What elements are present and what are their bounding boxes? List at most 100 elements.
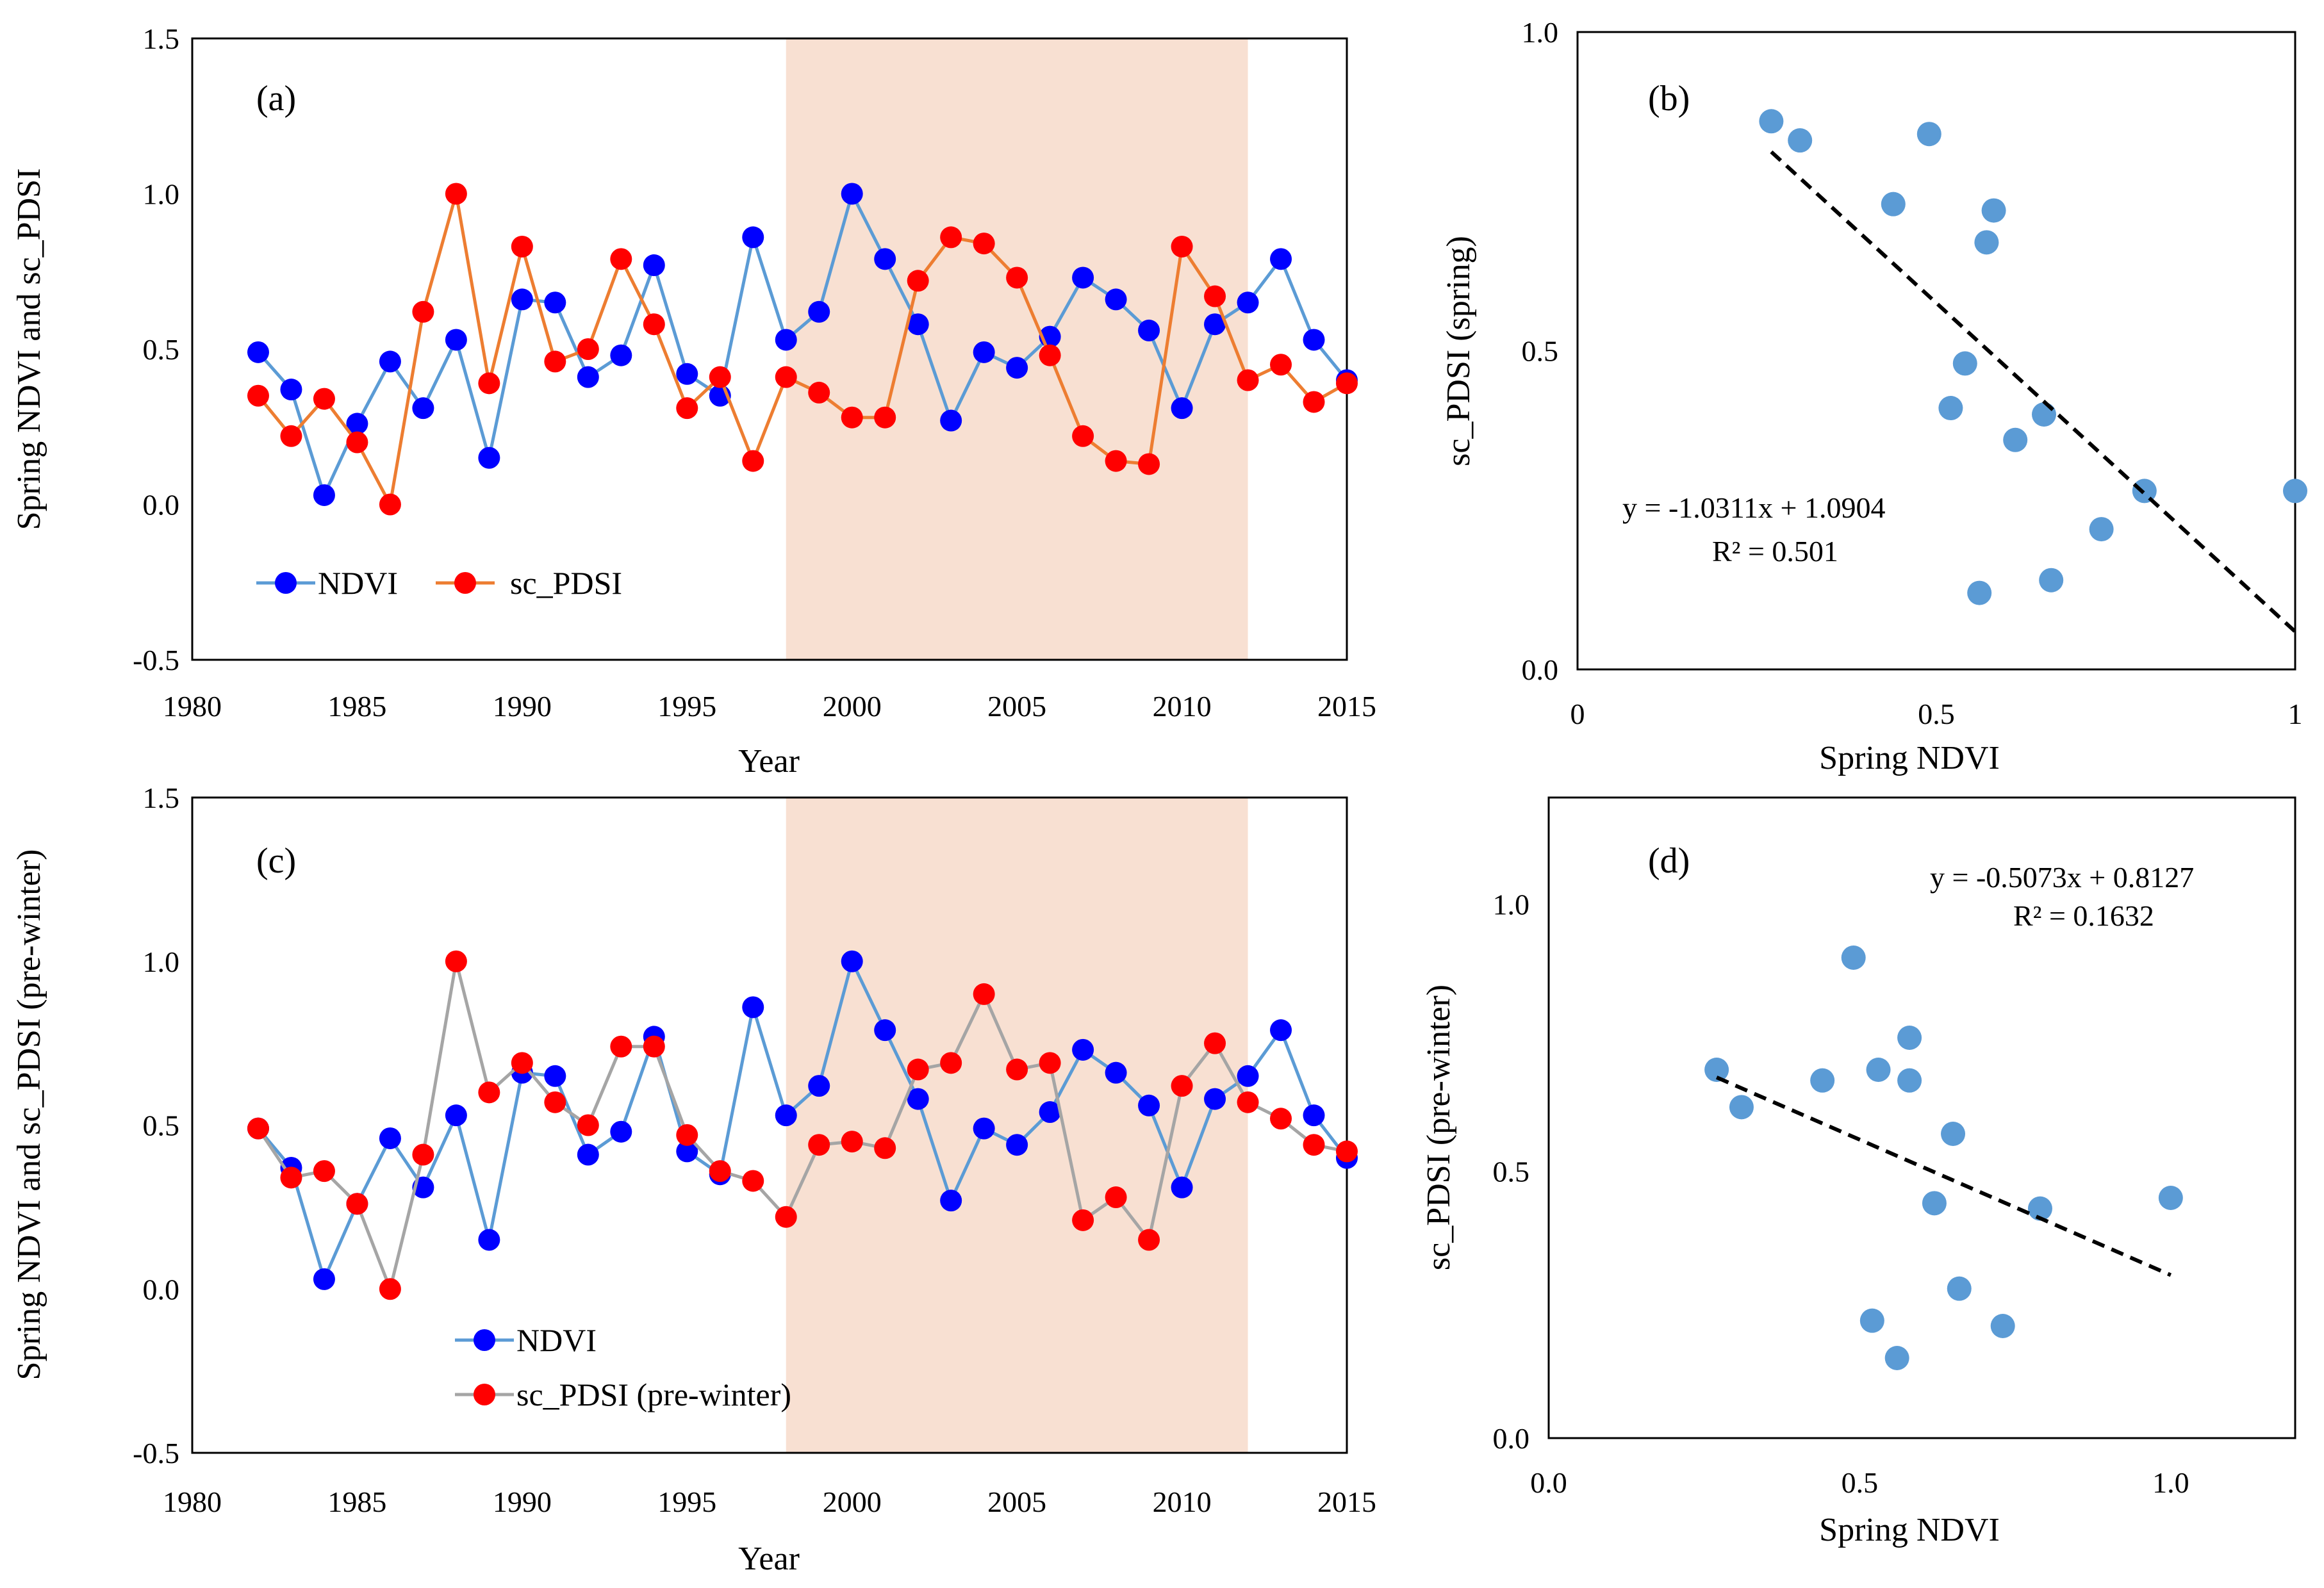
c-pdsi-point	[1237, 1091, 1259, 1113]
c-pdsi-point	[643, 1035, 665, 1058]
a-legend-ndvi-marker	[275, 572, 297, 594]
c-pdsi-point	[874, 1137, 896, 1159]
a-y-tick: 1.5	[143, 22, 180, 55]
a-x-tick: 1980	[163, 690, 222, 723]
c-pdsi-line	[256, 960, 1347, 1291]
c-x-tick: 1980	[163, 1486, 222, 1518]
c-pdsi-point	[577, 1114, 599, 1136]
d-trend-r-squared: R² = 0.1632	[2013, 899, 2154, 932]
c-ndvi-point	[1072, 1038, 1094, 1061]
c-y-tick: 1.0	[143, 945, 180, 978]
c-ndvi-point	[874, 1019, 896, 1042]
d-y-axis-label: sc_PDSI (pre-winter)	[1421, 985, 1457, 1270]
a-pdsi-line	[257, 192, 1348, 506]
a-ndvi-point	[643, 254, 665, 277]
c-legend-pdsi-label: sc_PDSI (pre-winter)	[516, 1377, 791, 1412]
a-pdsi-point	[544, 350, 566, 373]
c-ndvi-point	[1303, 1104, 1325, 1127]
b-y-axis-label: sc_PDSI (spring)	[1440, 236, 1477, 466]
c-x-axis-label: Year	[738, 1541, 800, 1577]
c-pdsi-point	[775, 1206, 797, 1228]
b-series	[1759, 109, 2307, 634]
b-scatter-point	[1974, 230, 1999, 255]
panel-b-scatter-chart: 0.0 0.5 1.0 0 0.5 1 Spring NDVI sc_PDSI …	[1440, 16, 2307, 776]
a-pdsi-point	[313, 388, 335, 410]
a-ndvi-point	[874, 248, 896, 270]
b-scatter-point	[1967, 580, 1992, 605]
a-y-axis: -0.5 0.0 0.5 1.0 1.5	[133, 22, 179, 676]
a-ndvi-point	[379, 350, 401, 373]
c-pdsi-point	[1105, 1186, 1127, 1209]
a-legend-pdsi-marker	[454, 572, 476, 594]
a-pdsi-point	[280, 425, 302, 447]
a-x-tick: 1990	[493, 690, 552, 723]
c-x-tick: 1990	[493, 1486, 552, 1518]
d-scatter-point	[1884, 1346, 1909, 1370]
d-trend-equation: y = -0.5073x + 0.8127	[1930, 861, 2194, 894]
d-scatter-point	[2158, 1186, 2183, 1210]
a-pdsi-point	[610, 248, 632, 270]
a-pdsi-point	[379, 493, 401, 516]
c-ndvi-point	[1270, 1019, 1292, 1042]
d-x-axis-label: Spring NDVI	[1819, 1512, 2000, 1548]
a-ndvi-point	[676, 363, 698, 385]
a-ndvi-point	[1270, 248, 1292, 270]
d-trendline	[1715, 1076, 2172, 1277]
a-x-tick: 1985	[327, 690, 386, 723]
c-x-tick: 1995	[657, 1486, 716, 1518]
c-pdsi-point	[1039, 1052, 1061, 1074]
d-y-tick: 0.5	[1493, 1155, 1530, 1188]
d-plot-frame	[1547, 796, 2296, 1439]
a-ndvi-point	[313, 484, 335, 506]
c-pdsi-point	[709, 1160, 731, 1183]
c-pdsi-point	[676, 1124, 698, 1146]
c-pdsi-point	[841, 1131, 863, 1153]
a-pdsi-point	[247, 384, 269, 407]
c-pdsi-point	[808, 1134, 830, 1156]
c-ndvi-point	[379, 1127, 401, 1149]
d-scatter-point	[2027, 1196, 2052, 1221]
c-legend: NDVI sc_PDSI (pre-winter)	[455, 1322, 791, 1412]
c-shaded-period	[786, 798, 1248, 1453]
a-legend-ndvi-label: NDVI	[318, 565, 398, 601]
c-ndvi-point	[1171, 1176, 1193, 1199]
a-ndvi-point	[1105, 288, 1127, 311]
a-pdsi-point	[1237, 369, 1259, 391]
b-scatter-point	[1788, 128, 1813, 153]
b-scatter-point	[2003, 427, 2028, 452]
c-y-tick: 0.5	[143, 1109, 180, 1142]
c-pdsi-point	[445, 950, 467, 972]
panel-c-line-chart: -0.5 0.0 0.5 1.0 1.5 1980 1985 1990 1995…	[11, 782, 1376, 1577]
a-plot-frame	[191, 37, 1348, 661]
c-pdsi-point	[412, 1143, 434, 1166]
a-x-tick: 2000	[823, 690, 882, 723]
b-plot-frame	[1576, 31, 2296, 671]
a-ndvi-point	[346, 413, 368, 435]
panel-d-scatter-chart: 0.0 0.5 1.0 0.0 0.5 1.0 Spring NDVI sc_P…	[1421, 796, 2296, 1548]
d-scatter-point	[1704, 1058, 1729, 1082]
c-ndvi-point	[742, 996, 764, 1019]
a-pdsi-point	[940, 226, 962, 249]
b-scatter-point	[2032, 402, 2056, 427]
a-y-tick: 0.5	[143, 333, 180, 366]
a-pdsi-point	[742, 450, 764, 472]
c-x-tick: 2005	[987, 1486, 1046, 1518]
a-ndvi-point	[445, 329, 467, 351]
c-ndvi-point	[445, 1104, 467, 1127]
c-ndvi-point	[1204, 1088, 1226, 1110]
b-x-tick: 0	[1570, 698, 1585, 730]
a-pdsi-point	[1171, 235, 1193, 258]
c-legend-ndvi-marker	[474, 1329, 495, 1351]
b-scatter-point	[2283, 479, 2307, 503]
a-pdsi-point	[841, 406, 863, 429]
b-y-tick: 0.0	[1522, 653, 1559, 686]
c-x-axis: 1980 1985 1990 1995 2000 2005 2010 2015	[163, 1486, 1376, 1518]
c-pdsi-point	[511, 1052, 533, 1074]
c-pdsi-point	[1072, 1209, 1094, 1231]
b-x-axis-label: Spring NDVI	[1819, 740, 2000, 776]
b-scatter-point	[1916, 122, 1941, 147]
d-panel-label: (d)	[1648, 841, 1690, 881]
a-ndvi-point	[412, 397, 434, 420]
c-x-tick: 2000	[823, 1486, 882, 1518]
